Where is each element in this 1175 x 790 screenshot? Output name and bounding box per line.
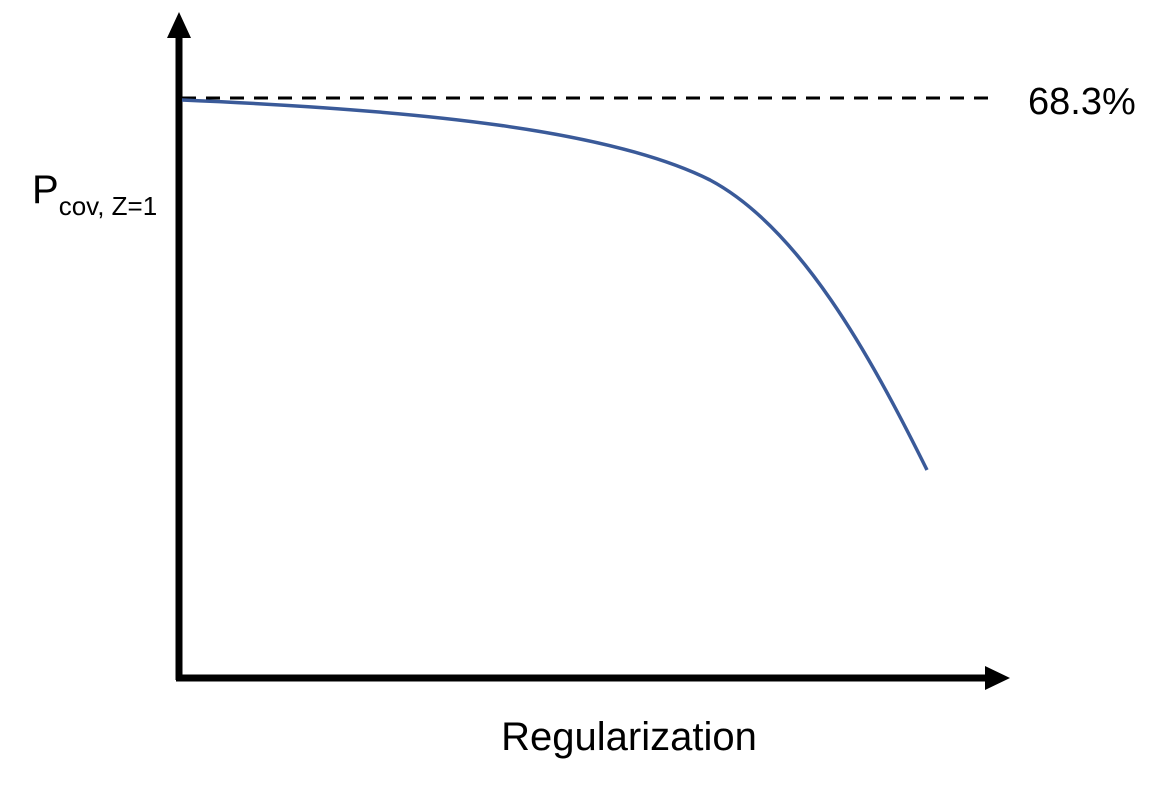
y-axis-label-subscript: cov, Z=1 — [59, 191, 158, 221]
reference-line-label: 68.3% — [1028, 81, 1136, 123]
y-axis-label-main: P — [32, 168, 59, 212]
y-axis-arrowhead — [167, 12, 191, 38]
x-axis-arrowhead — [985, 666, 1010, 690]
x-axis-label: Regularization — [501, 715, 757, 759]
y-axis-label: Pcov, Z=1 — [32, 168, 157, 221]
coverage-curve — [181, 98, 929, 471]
